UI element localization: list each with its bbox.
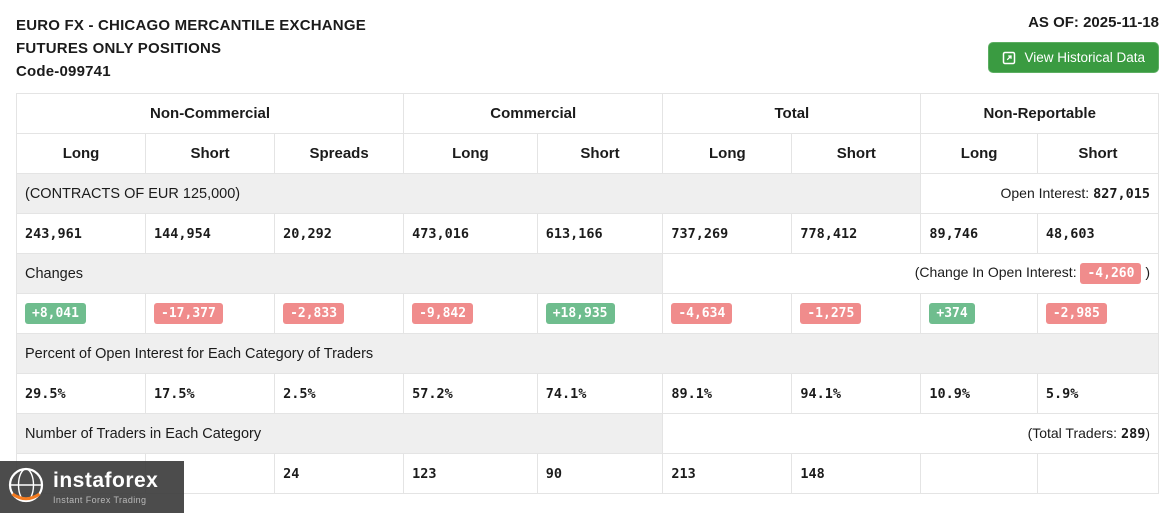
group-header-total: Total (662, 93, 922, 134)
change-cell: -4,634 (662, 293, 793, 334)
change-badge: -1,275 (800, 302, 862, 325)
as-of-date: AS OF: 2025-11-18 (1028, 14, 1159, 31)
change-cell: +8,041 (15, 293, 147, 334)
change-badge: -4,634 (671, 302, 733, 325)
change-badge: +374 (929, 302, 975, 325)
column-header: Long (920, 133, 1038, 174)
percents-row: 29.5% 17.5% 2.5% 57.2% 74.1% 89.1% 94.1%… (15, 373, 1160, 414)
percent-label: Percent of Open Interest for Each Catego… (16, 333, 1159, 374)
column-header-row: Long Short Spreads Long Short Long Short… (15, 133, 1160, 174)
contracts-label: (CONTRACTS OF EUR 125,000) (15, 173, 922, 214)
traders-cell (1036, 453, 1160, 494)
position-cell: 243,961 (15, 213, 147, 254)
column-header: Short (145, 133, 276, 174)
traders-cell: 213 (662, 453, 793, 494)
column-header: Long (15, 133, 147, 174)
traders-cell: 148 (791, 453, 922, 494)
change-badge: -17,377 (154, 302, 223, 325)
group-header-noncommercial: Non-Commercial (15, 93, 405, 134)
group-header-nonreportable: Non-Reportable (920, 93, 1159, 134)
change-cell: -9,842 (403, 293, 538, 334)
report-header-right: AS OF: 2025-11-18 View Historical Data (988, 14, 1159, 73)
column-header: Short (536, 133, 664, 174)
change-open-interest-cell: (Change In Open Interest: -4,260 ) (662, 253, 1159, 294)
traders-cell: 123 (403, 453, 538, 494)
total-traders-value: 289 (1120, 426, 1146, 442)
change-cell: -2,985 (1036, 293, 1160, 334)
open-interest-value: 827,015 (1093, 186, 1150, 202)
changes-row: +8,041 -17,377 -2,833 -9,842 +18,935 -4,… (15, 293, 1160, 334)
change-badge: +8,041 (25, 302, 86, 325)
view-historical-data-label: View Historical Data (1024, 50, 1145, 65)
change-oi-close-paren: ) (1145, 263, 1150, 280)
cot-table: Non-Commercial Commercial Total Non-Repo… (15, 93, 1160, 494)
open-interest-cell: Open Interest: 827,015 (920, 173, 1159, 214)
change-cell: -1,275 (791, 293, 922, 334)
total-traders-label: (Total Traders: (1027, 425, 1118, 441)
percent-cell: 17.5% (145, 373, 276, 414)
changes-label: Changes (15, 253, 664, 294)
percent-cell: 5.9% (1036, 373, 1160, 414)
traders-label: Number of Traders in Each Category (15, 413, 664, 454)
open-interest-row: (CONTRACTS OF EUR 125,000) Open Interest… (15, 173, 1159, 214)
change-badge: -9,842 (412, 302, 474, 325)
position-cell: 737,269 (662, 213, 793, 254)
change-badge: -2,985 (1045, 302, 1107, 325)
change-oi-label: (Change In Open Interest: (914, 263, 1077, 280)
percent-cell: 89.1% (662, 373, 793, 414)
position-cell: 144,954 (145, 213, 276, 254)
total-traders-close-paren: ) (1145, 425, 1150, 441)
report-title: EURO FX - CHICAGO MERCANTILE EXCHANGE (16, 17, 366, 34)
change-cell: +374 (920, 293, 1038, 334)
positions-row: 243,961 144,954 20,292 473,016 613,166 7… (15, 213, 1160, 254)
view-historical-data-button[interactable]: View Historical Data (988, 42, 1159, 73)
change-cell: -17,377 (145, 293, 276, 334)
column-header: Long (403, 133, 538, 174)
changes-label-row: Changes (Change In Open Interest: -4,260… (15, 253, 1159, 294)
open-in-new-icon (1002, 51, 1016, 65)
position-cell: 613,166 (536, 213, 664, 254)
traders-row: 24 123 90 213 148 (15, 453, 1160, 494)
instaforex-brand: instaforex (53, 468, 159, 492)
change-cell: -2,833 (274, 293, 405, 334)
instaforex-globe-icon (6, 465, 46, 510)
percent-cell: 2.5% (274, 373, 405, 414)
percent-cell: 57.2% (403, 373, 538, 414)
report-titles: EURO FX - CHICAGO MERCANTILE EXCHANGE FU… (16, 14, 366, 83)
change-badge: -2,833 (283, 302, 345, 325)
change-cell: +18,935 (536, 293, 664, 334)
position-cell: 473,016 (403, 213, 538, 254)
traders-cell: 90 (536, 453, 664, 494)
group-header-row: Non-Commercial Commercial Total Non-Repo… (15, 93, 1159, 134)
position-cell: 20,292 (274, 213, 405, 254)
traders-cell: 24 (274, 453, 405, 494)
position-cell: 778,412 (791, 213, 922, 254)
column-header: Long (662, 133, 793, 174)
report-header: EURO FX - CHICAGO MERCANTILE EXCHANGE FU… (0, 0, 1175, 91)
instaforex-text: instaforex Instant Forex Trading (53, 470, 158, 505)
instaforex-watermark: instaforex Instant Forex Trading (0, 461, 184, 513)
percent-label-row: Percent of Open Interest for Each Catego… (16, 333, 1159, 374)
column-header: Spreads (274, 133, 405, 174)
instaforex-tagline: Instant Forex Trading (53, 494, 147, 505)
report-code: Code-099741 (16, 63, 111, 80)
report-subtitle: FUTURES ONLY POSITIONS (16, 40, 222, 57)
percent-cell: 94.1% (791, 373, 922, 414)
column-header: Short (1036, 133, 1160, 174)
column-header: Short (791, 133, 922, 174)
percent-cell: 29.5% (15, 373, 147, 414)
total-traders-cell: (Total Traders: 289) (662, 413, 1159, 454)
percent-cell: 74.1% (536, 373, 664, 414)
traders-cell (920, 453, 1038, 494)
position-cell: 48,603 (1036, 213, 1160, 254)
traders-label-row: Number of Traders in Each Category (Tota… (15, 413, 1159, 454)
change-oi-value-badge: -4,260 (1080, 262, 1142, 285)
percent-cell: 10.9% (920, 373, 1038, 414)
position-cell: 89,746 (920, 213, 1038, 254)
open-interest-label: Open Interest: (1000, 185, 1090, 201)
change-badge: +18,935 (545, 302, 615, 325)
group-header-commercial: Commercial (403, 93, 664, 134)
